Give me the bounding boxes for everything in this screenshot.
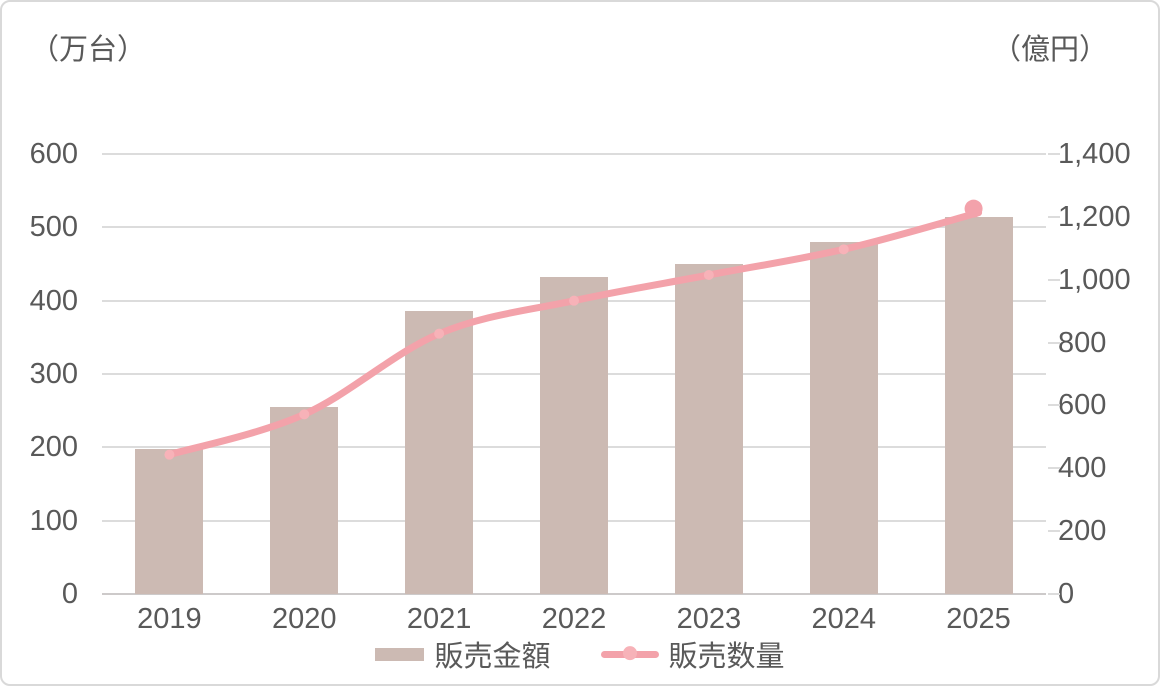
legend-bar-label: 販売金額 [434,641,551,673]
bar-2023 [674,264,743,594]
x-axis-line [102,593,1046,595]
right-axis-tick [1048,593,1060,595]
right-axis-tick [1048,215,1060,218]
plot-area [102,153,1046,595]
right-axis-tick [1048,404,1060,407]
bar-series-swatch-icon [375,647,425,661]
gridline [102,226,1046,229]
legend: 販売金額 販売数量 [2,633,1158,675]
left-axis-title: （万台） [30,34,147,66]
left-axis-tick-label: 300 [29,358,78,390]
bar-2021 [405,311,474,594]
left-axis-tick-label: 100 [29,504,78,537]
right-axis-tick-label: 1,200 [1058,200,1131,233]
right-axis-tick [1048,341,1060,344]
right-axis-tick-label: 1,400 [1058,138,1131,170]
right-axis-tick [1048,278,1060,281]
x-axis-tick-label: 2019 [137,603,202,635]
x-axis-tick-label: 2020 [272,603,337,635]
right-axis-tick-label: 800 [1058,326,1107,359]
right-axis-tick-label: 1,000 [1058,263,1131,296]
gridline [102,153,1046,155]
line-series [164,199,983,460]
x-axis-tick-label: 2023 [676,603,742,635]
bar-2022 [540,277,608,594]
right-axis-tick [1048,153,1060,155]
left-axis-tick-label: 400 [29,284,78,317]
x-axis-tick-label: 2025 [946,603,1011,635]
line-marker-2025 [964,199,983,218]
left-axis-tick-label: 600 [29,138,78,170]
legend-line-label: 販売数量 [668,641,785,673]
bar-2019 [135,449,204,594]
line-marker-2021 [434,328,445,339]
line-marker-2024 [838,244,849,255]
right-axis-tick-label: 400 [1058,452,1107,485]
right-axis-tick-label: 0 [1058,578,1075,610]
right-axis-title: （億円） [991,34,1108,66]
left-axis-tick-label: 0 [61,578,78,610]
line-marker-2022 [569,295,579,306]
line-series-swatch-icon [600,646,659,661]
right-axis-tick [1048,530,1060,533]
bar-2020 [270,407,339,594]
line-marker-2019 [164,449,175,460]
x-axis-tick-label: 2024 [811,603,876,635]
right-axis-tick-label: 600 [1058,389,1107,422]
bar-2025 [944,217,1013,594]
left-axis-tick-label: 200 [29,431,78,464]
line-path [165,209,983,459]
line-marker-2020 [299,409,310,420]
line-marker-2023 [703,270,714,280]
left-axis-tick-label: 500 [29,211,78,244]
bar-2024 [809,242,878,594]
line-marker-icon [622,646,637,661]
right-axis-tick-label: 200 [1058,515,1107,548]
x-axis-tick-label: 2022 [541,603,607,635]
x-axis-tick-label: 2021 [406,603,472,635]
right-axis-tick [1048,467,1060,470]
